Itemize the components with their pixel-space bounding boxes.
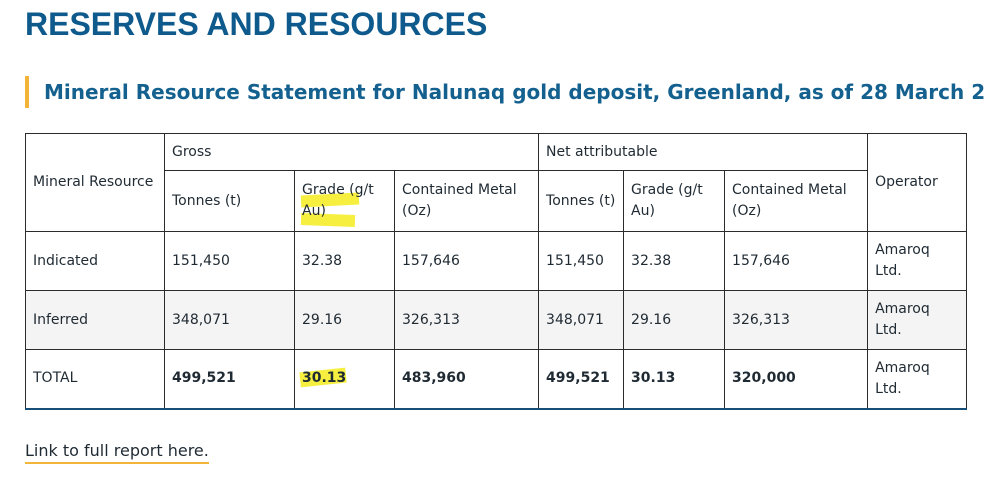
accent-bar	[25, 76, 29, 108]
section-subtitle: Mineral Resource Statement for Nalunaq g…	[44, 80, 985, 104]
header-gross: Gross	[163, 133, 540, 171]
resource-table: Mineral Resource Gross Net attributable …	[25, 133, 968, 410]
cell-resource: Inferred	[25, 290, 165, 350]
cell-operator: Amaroq Ltd.	[867, 349, 968, 410]
cell-gross-metal: 326,313	[393, 290, 540, 350]
cell-net-metal: 320,000	[724, 349, 869, 410]
cell-gross-metal: 157,646	[393, 231, 540, 291]
header-net-attributable: Net attributable	[538, 133, 869, 171]
table-row-inferred: Inferred 348,071 29.16 326,313 348,071 2…	[25, 290, 968, 350]
cell-gross-metal: 483,960	[393, 349, 540, 410]
full-report-link[interactable]: Link to full report here.	[25, 441, 209, 464]
cell-net-metal: 326,313	[724, 290, 869, 350]
cell-net-metal: 157,646	[724, 231, 869, 291]
cell-gross-grade: 30.13	[294, 349, 395, 410]
header-gross-grade: Grade (g/t Au)	[294, 170, 395, 232]
cell-net-grade: 32.38	[623, 231, 726, 291]
cell-gross-grade: 32.38	[294, 231, 395, 291]
header-row-groups: Mineral Resource Gross Net attributable …	[25, 133, 968, 232]
highlighted-grade-header: Grade (g/t Au)	[300, 180, 387, 227]
cell-resource: Indicated	[25, 231, 165, 291]
cell-net-tonnes: 151,450	[538, 231, 625, 291]
cell-net-grade: 30.13	[623, 349, 726, 410]
header-net-contained-metal: Contained Metal (Oz)	[724, 170, 869, 232]
table-row-indicated: Indicated 151,450 32.38 157,646 151,450 …	[25, 231, 968, 291]
page-title: RESERVES AND RESOURCES	[25, 6, 488, 42]
cell-resource: TOTAL	[25, 349, 165, 410]
cell-gross-grade: 29.16	[294, 290, 395, 350]
cell-operator: Amaroq Ltd.	[867, 290, 968, 350]
cell-gross-tonnes: 499,521	[164, 349, 295, 410]
cell-net-grade: 29.16	[623, 290, 726, 350]
cell-net-tonnes: 348,071	[538, 290, 625, 350]
header-row-columns: Tonnes (t) Grade (g/t Au) Contained Meta…	[26, 170, 967, 232]
header-net-tonnes: Tonnes (t)	[538, 170, 625, 232]
cell-net-tonnes: 499,521	[538, 349, 625, 410]
header-mineral-resource: Mineral Resource	[25, 133, 165, 232]
header-net-grade: Grade (g/t Au)	[623, 170, 726, 232]
total-grade-text: 30.13	[302, 370, 347, 387]
cell-gross-tonnes: 151,450	[164, 231, 295, 291]
subtitle-block: Mineral Resource Statement for Nalunaq g…	[25, 76, 985, 108]
gross-grade-header-text: Grade (g/t Au)	[302, 182, 374, 219]
header-operator: Operator	[867, 133, 968, 232]
cell-operator: Amaroq Ltd.	[867, 231, 968, 291]
highlighted-total-grade: 30.13	[299, 367, 347, 389]
cell-gross-tonnes: 348,071	[164, 290, 295, 350]
header-gross-contained-metal: Contained Metal (Oz)	[393, 170, 540, 232]
header-gross-tonnes: Tonnes (t)	[164, 170, 295, 232]
table-row-total: TOTAL 499,521 30.13 483,960 499,521 30.1…	[25, 349, 968, 410]
